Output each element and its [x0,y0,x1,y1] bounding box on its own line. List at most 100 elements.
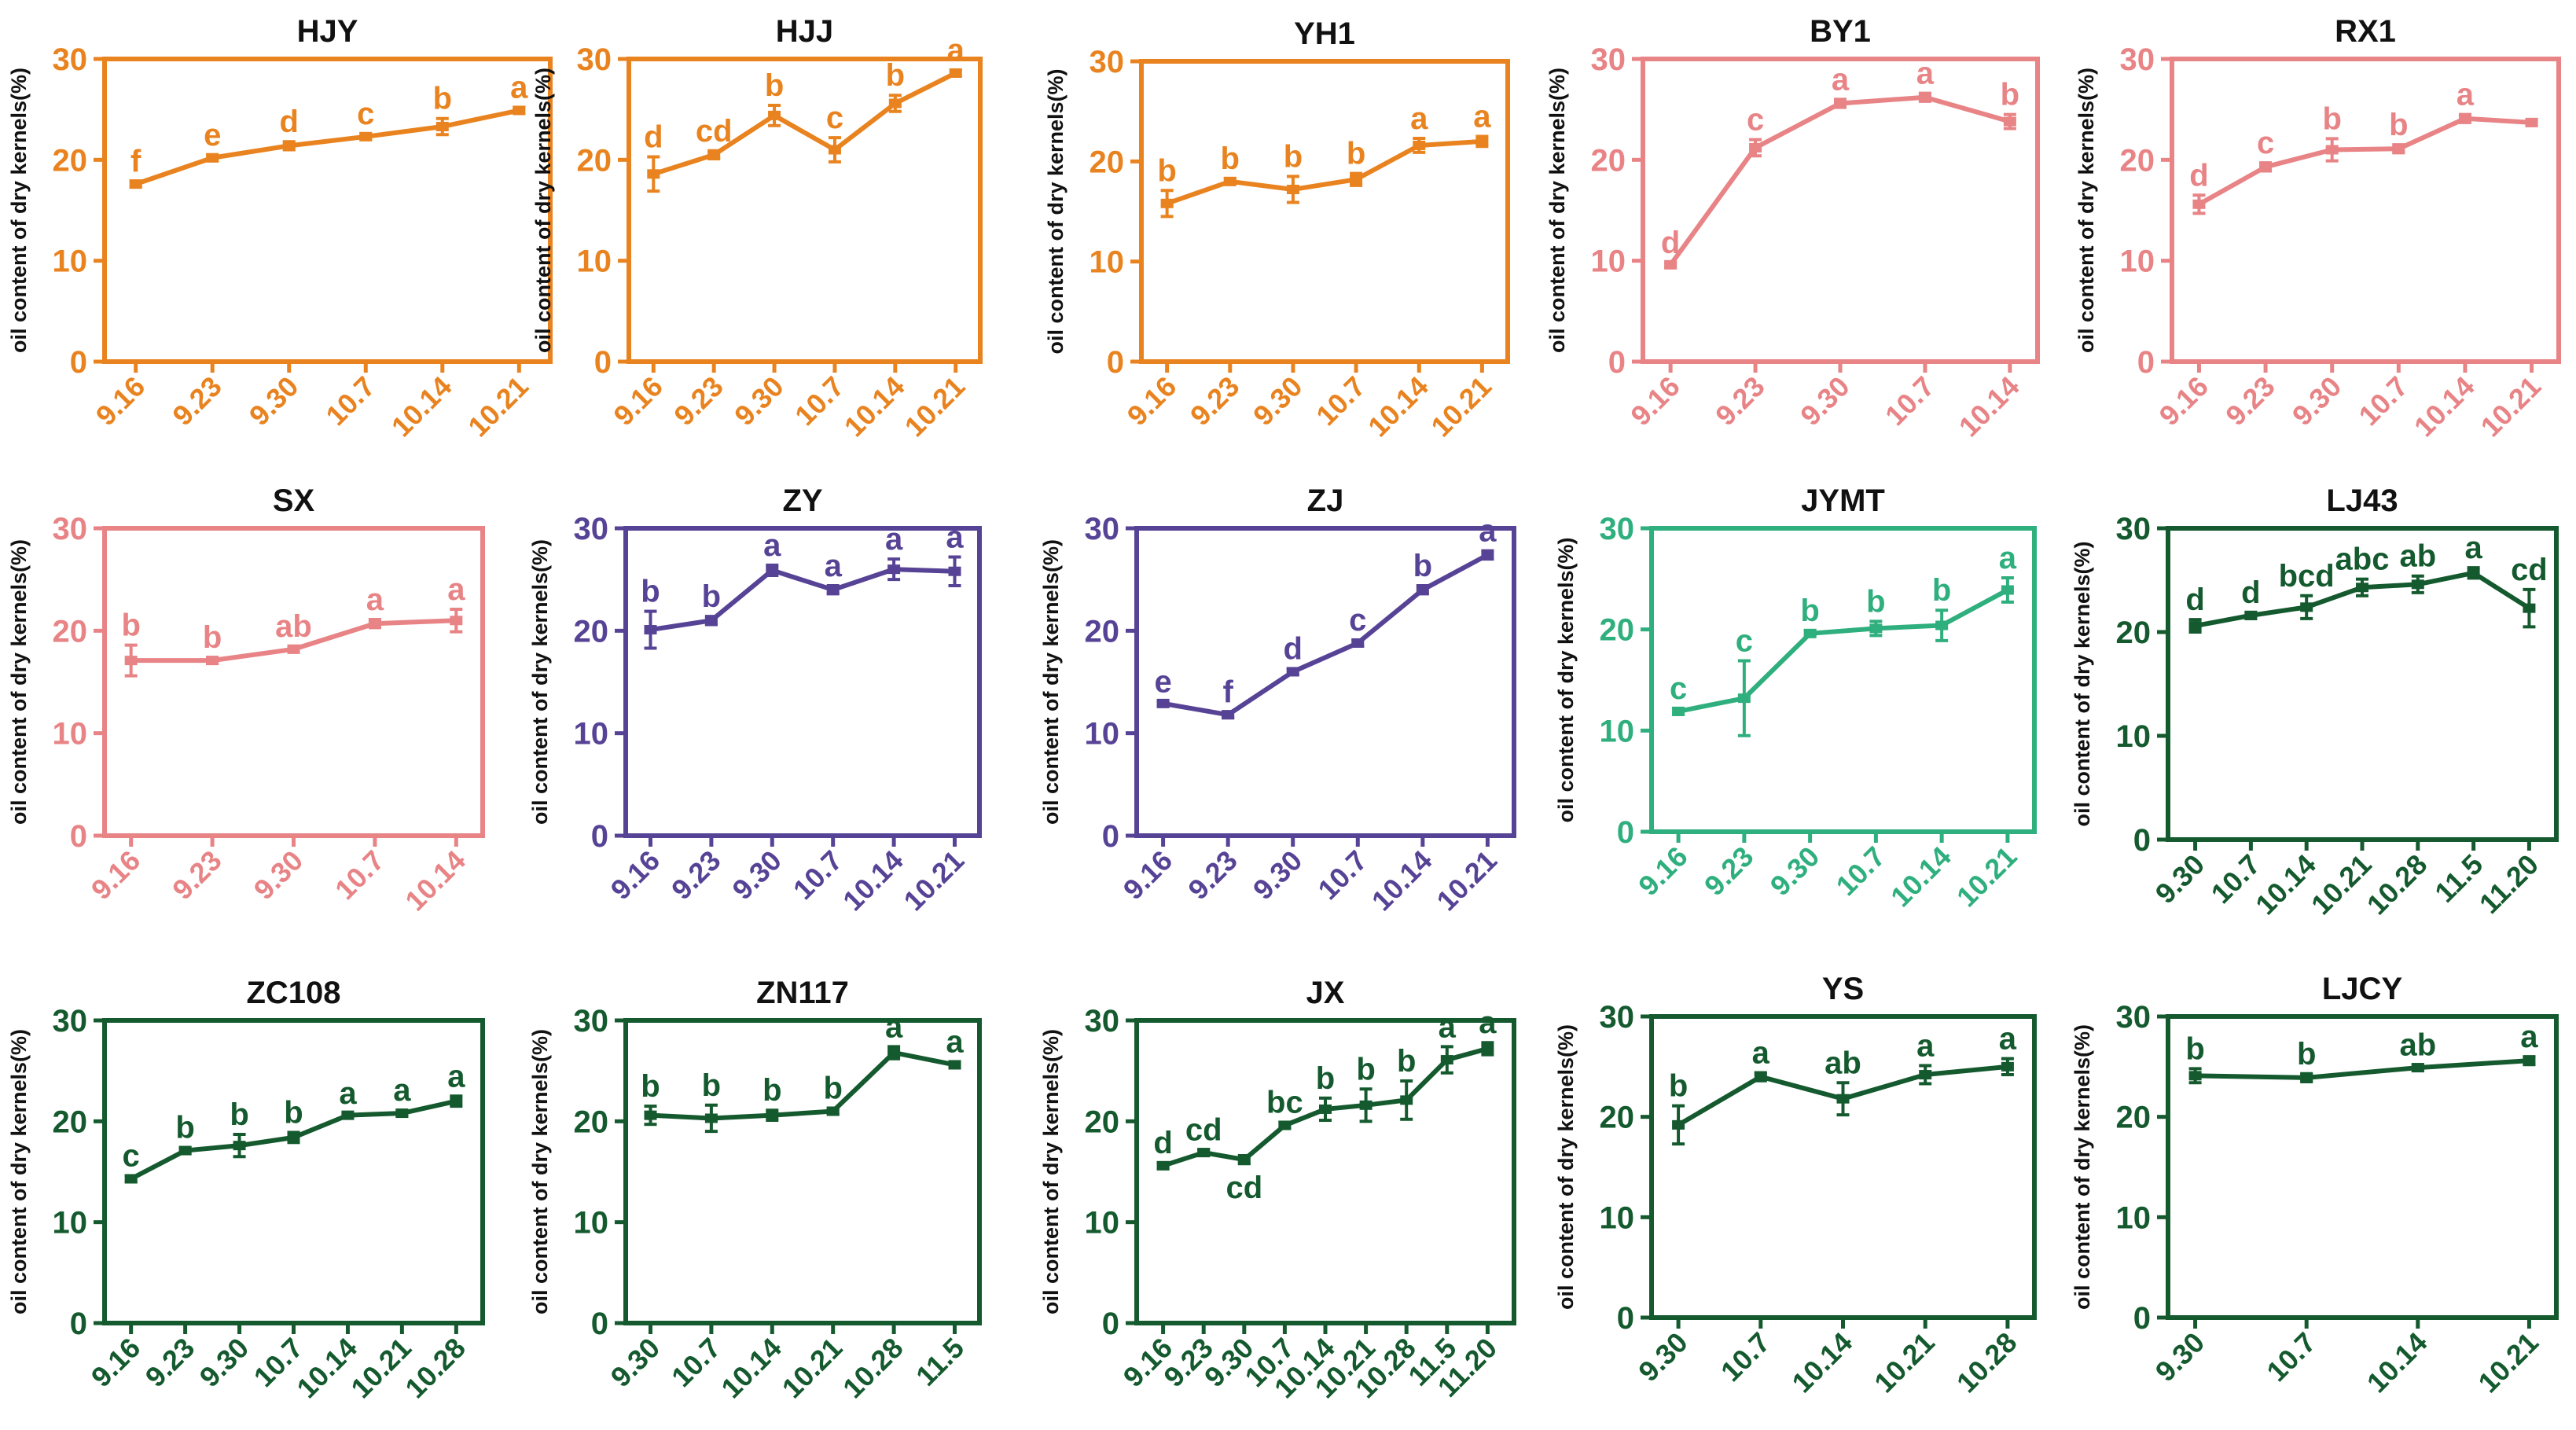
significance-letter: b [284,1095,303,1130]
series-line [2197,116,2532,207]
data-point [178,1145,192,1156]
x-tick-label: 10.14 [1884,840,1957,914]
series-line [2195,1058,2530,1080]
data-point [341,1110,355,1120]
significance-letter: cd [1226,1171,1262,1205]
data-point [1286,184,1299,194]
y-tick-label: 0 [70,1307,87,1341]
chart-title: LJ43 [2326,483,2398,518]
significance-letter: d [2189,158,2208,193]
data-point [766,565,779,575]
data-point [513,105,526,116]
data-point [704,1113,718,1123]
y-axis-label: oil content of dry kernels(%) [1044,68,1068,354]
chart-title: ZJ [1307,483,1344,518]
significance-letter: b [886,58,905,93]
x-tick-label: 9.16 [1121,370,1183,432]
y-tick-label: 10 [1085,1206,1120,1241]
x-tick-label: 9.30 [728,370,790,432]
data-point [949,68,962,78]
significance-letter: a [2520,1020,2538,1054]
significance-letter: f [1222,675,1233,709]
data-point [887,1048,901,1058]
x-tick-label: 10.14 [385,370,458,443]
y-tick-label: 20 [577,143,612,178]
x-tick-label: 9.23 [139,1332,201,1394]
y-tick-label: 20 [1085,1105,1120,1139]
data-point [1286,667,1299,677]
y-tick-label: 0 [1102,819,1119,854]
y-tick-label: 30 [577,42,612,77]
data-point [826,1106,840,1116]
y-axis-label: oil content of dry kernels(%) [1039,1029,1063,1314]
significance-letter: a [1473,100,1491,134]
significance-letter: a [885,522,903,557]
y-tick-label: 30 [1591,42,1626,77]
significance-letter: d [1661,226,1680,260]
chart-title: SX [273,483,315,518]
x-tick-label: 9.30 [1247,844,1309,906]
y-tick-label: 20 [574,1105,609,1139]
x-tick-label: 10.14 [2249,848,2322,921]
y-tick-label: 30 [574,512,609,546]
data-point [1223,176,1237,186]
significance-letter: a [1999,1022,2017,1057]
chart-title: YH1 [1294,17,1355,51]
significance-letter: b [203,620,222,655]
significance-letter: b [1866,584,1885,619]
significance-letter: b [641,1069,660,1104]
significance-letter: f [130,144,141,178]
y-tick-label: 10 [53,1206,88,1241]
significance-letter: d [1153,1126,1172,1160]
x-tick-label: 10.21 [2475,370,2548,443]
y-tick-label: 0 [2133,1301,2151,1336]
significance-letter: a [393,1073,411,1108]
significance-letter: a [447,572,465,607]
x-tick-label: 10.21 [2471,1326,2545,1399]
panel-rx1: RX1 oil content of dry kernels(%) 0 10 20 30 9… [2074,14,2561,443]
data-point [2356,583,2368,593]
x-tick-label: 9.30 [193,1332,255,1394]
data-point [1869,623,1883,634]
x-tick-label: 10.21 [897,844,970,917]
data-point [1278,1120,1292,1130]
plot-frame [623,1018,982,1325]
significance-letter: b [2001,78,2019,112]
y-tick-label: 20 [2116,616,2152,650]
panel-zj: ZJ oil content of dry kernels(%) 0 10 20 30 9.… [1039,483,1516,917]
significance-letter: c [1349,603,1366,638]
significance-letter: e [204,118,221,153]
y-tick-label: 0 [1102,1307,1119,1341]
panel-by1: BY1 oil content of dry kernels(%) 0 10 20 30 9… [1545,14,2040,443]
y-tick-label: 10 [1085,717,1120,752]
significance-letter: d [280,105,299,139]
y-axis-label: oil content of dry kernels(%) [2071,541,2094,826]
data-point [887,564,901,575]
y-tick-label: 10 [1591,244,1626,279]
significance-letter: a [339,1076,357,1111]
data-point [2001,585,2014,595]
significance-letter: a [1410,101,1428,136]
x-tick-label: 9.30 [726,844,788,906]
data-point [888,98,902,108]
y-tick-label: 0 [70,345,87,380]
y-tick-label: 10 [574,1206,609,1241]
data-point [2458,113,2471,123]
plot-frame [1139,59,1510,364]
data-point [644,625,657,635]
data-point [206,656,219,666]
y-tick-label: 10 [574,717,609,752]
series-line [1163,553,1489,718]
x-tick-label: 9.30 [2286,370,2348,432]
x-tick-label: 10.28 [1950,1326,2023,1399]
significance-letter: b [765,68,784,103]
significance-letter: a [763,528,781,563]
data-point [1749,142,1762,153]
x-tick-label: 10.14 [838,370,911,443]
data-point [1481,1043,1494,1053]
x-tick-label: 9.23 [2219,370,2281,432]
data-point [1237,1155,1251,1165]
x-tick-label: 11.20 [2473,848,2545,920]
y-tick-label: 10 [2116,1200,2152,1235]
y-tick-label: 20 [53,143,88,178]
